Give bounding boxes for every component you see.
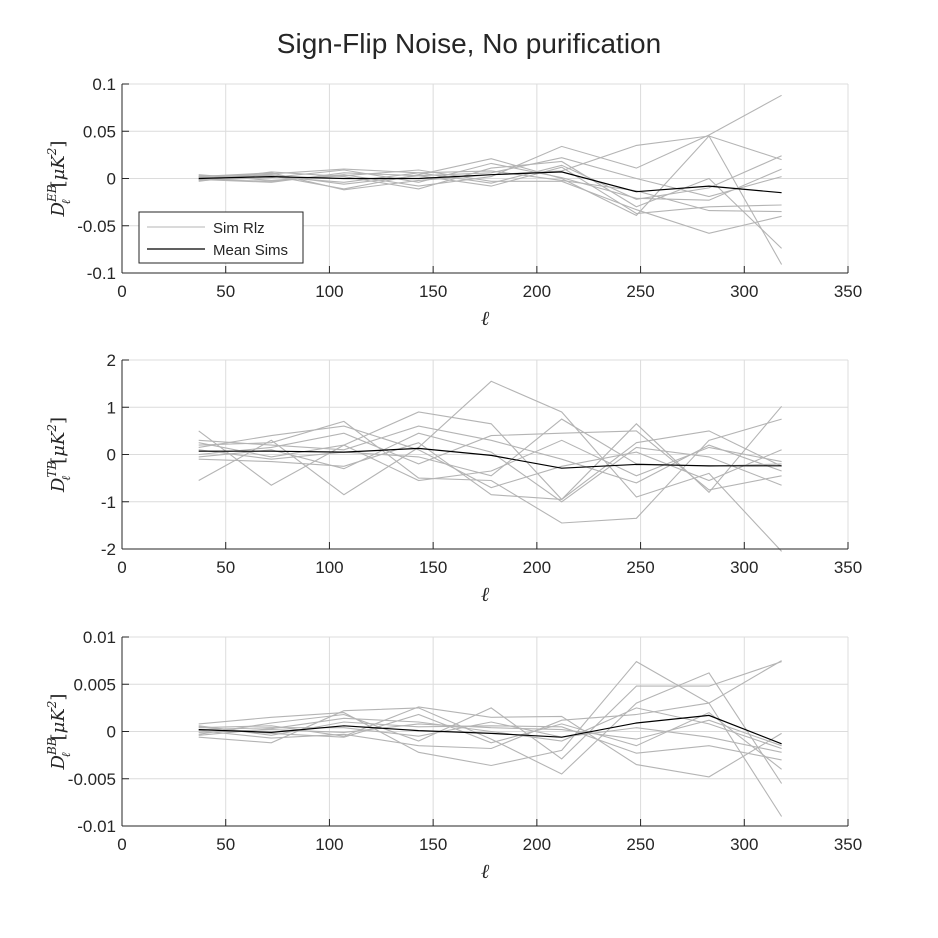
x-tick-label: 100: [315, 282, 343, 301]
x-tick-label: 200: [523, 282, 551, 301]
sim-realization-line-8: [198, 425, 782, 489]
y-tick-label: 2: [107, 351, 116, 370]
sim-realization-line-10: [198, 439, 782, 482]
sim-realization-line-5: [198, 157, 782, 198]
x-tick-label: 50: [216, 835, 235, 854]
sim-realization-line-9: [198, 166, 782, 215]
x-tick-label: 250: [626, 282, 654, 301]
subplots: 0 50 100 150 200 250 300 350-0.1-0.0500.050.1ℓD…: [45, 75, 862, 883]
x-axis-label: ℓ: [481, 859, 490, 883]
x-tick-label: 50: [216, 282, 235, 301]
y-tick-label: -0.05: [77, 217, 116, 236]
legend-box: [138, 211, 304, 264]
sim-realization-line-10: [198, 170, 782, 213]
x-axis-label: ℓ: [481, 306, 490, 330]
sim-realization-line-4: [198, 430, 782, 491]
y-axis-label: DTBℓ[μK2]: [45, 417, 73, 493]
figure-title: Sign-Flip Noise, No purification: [277, 28, 661, 59]
sim-realization-line-9: [198, 432, 782, 503]
x-tick-label: 200: [523, 835, 551, 854]
x-tick-label: 150: [419, 835, 447, 854]
y-axis-label: DBBℓ[μK2]: [45, 694, 73, 771]
x-tick-label: 250: [626, 835, 654, 854]
y-tick-label: -2: [101, 540, 116, 559]
x-tick-label: 0: [117, 835, 126, 854]
subplot-tb: 0 50 100 150 200 250 300 350 -2 -1 0 1 2 ℓ DTBℓ[μK2]: [45, 351, 862, 606]
x-tick-label: 0: [117, 558, 126, 577]
sim-realization-line-1: [198, 135, 783, 265]
sim-realization-line-3: [198, 418, 782, 524]
x-tick-label: 150: [419, 282, 447, 301]
y-tick-label: 0.005: [73, 675, 116, 694]
y-tick-label: -1: [101, 493, 116, 512]
sim-realization-line-7: [198, 707, 782, 750]
x-tick-label: 250: [626, 558, 654, 577]
y-tick-label: -0.01: [77, 817, 116, 836]
y-tick-label: 0: [107, 446, 116, 465]
subplot-bb: 0 50 100 150 200 250 300 350 -0.01 -0.005 0 0.005 0.…: [45, 628, 862, 883]
sim-realization-line-1: [198, 660, 783, 817]
legend: Sim Rlz Mean Sims: [138, 211, 304, 264]
subplot-eb: 0 50 100 150 200 250 300 350 -0.1 -0.05 0 0.05 0.1 ℓ D…: [45, 75, 862, 330]
mean-sims-line: [198, 171, 782, 194]
sim-realization-line-6: [198, 660, 782, 750]
y-tick-label: 0.1: [92, 75, 116, 94]
sim-realization-line-2: [198, 672, 783, 784]
sim-realization-line-8: [198, 711, 782, 770]
y-tick-label: 1: [107, 398, 116, 417]
sim-realization-line-7: [198, 162, 782, 201]
x-tick-label: 300: [730, 558, 758, 577]
mean-sims-line: [198, 447, 782, 469]
y-tick-label: 0: [107, 170, 116, 189]
mean-sims-line: [198, 714, 782, 745]
y-tick-label: -0.1: [87, 264, 116, 283]
x-tick-label: 300: [730, 835, 758, 854]
x-tick-label: 100: [315, 835, 343, 854]
x-axis-label: ℓ: [481, 582, 490, 606]
x-tick-label: 100: [315, 558, 343, 577]
sim-realization-line-9: [198, 721, 782, 753]
x-tick-label: 350: [834, 558, 862, 577]
sim-realization-line-3: [198, 155, 782, 200]
y-tick-label: -0.005: [68, 770, 116, 789]
x-tick-label: 150: [419, 558, 447, 577]
sim-realization-line-3: [198, 706, 782, 778]
x-tick-label: 50: [216, 558, 235, 577]
legend-label-sim: Sim Rlz: [213, 220, 265, 237]
sim-realization-line-6: [198, 425, 782, 484]
y-tick-label: 0: [107, 723, 116, 742]
x-tick-label: 350: [834, 835, 862, 854]
sim-realization-line-4: [198, 661, 782, 760]
x-tick-label: 200: [523, 558, 551, 577]
x-tick-label: 300: [730, 282, 758, 301]
sim-realization-line-1: [198, 405, 783, 501]
y-tick-label: 0.05: [83, 122, 116, 141]
sim-realization-line-2: [198, 380, 783, 552]
x-tick-label: 350: [834, 282, 862, 301]
y-axis-label: DEBℓ[μK2]: [45, 141, 73, 218]
x-tick-label: 0: [117, 282, 126, 301]
sim-realization-line-5: [198, 430, 782, 500]
legend-label-mean: Mean Sims: [213, 242, 288, 259]
y-tick-label: 0.01: [83, 628, 116, 647]
